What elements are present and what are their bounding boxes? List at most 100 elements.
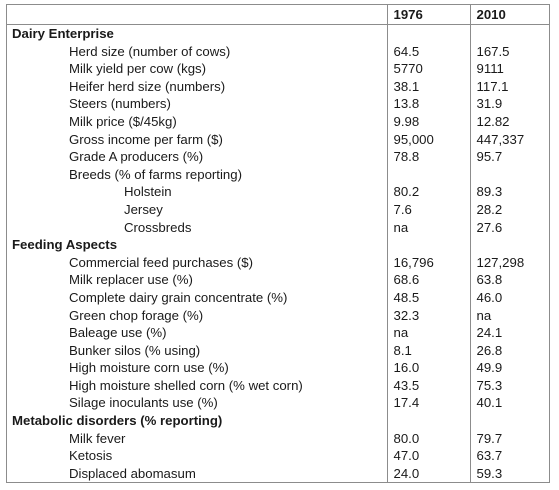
value-1976 (386, 24, 470, 43)
row-label: Ketosis (69, 448, 113, 464)
table-row: Herd size (number of cows) 64.5 167.5 (7, 42, 549, 61)
value-1976: 24.0 (386, 464, 470, 483)
row-label: Complete dairy grain concentrate (%) (69, 289, 288, 305)
row-label: Herd size (number of cows) (69, 43, 231, 59)
row-label: Milk price ($/45kg) (69, 113, 177, 129)
value-1976: 32.3 (386, 306, 470, 325)
value-1976: 17.4 (386, 394, 470, 413)
value-2010: 127,298 (469, 253, 549, 272)
row-label: Milk fever (69, 430, 126, 446)
row-label: Holstein (124, 184, 172, 200)
table-row: Holstein 80.2 89.3 (7, 183, 549, 201)
value-2010 (469, 236, 549, 254)
table-row: High moisture corn use (%) 16.0 49.9 (7, 359, 549, 377)
row-label: Displaced abomasum (69, 465, 196, 481)
section-row: Metabolic disorders (% reporting) (7, 412, 549, 430)
value-2010: 28.2 (469, 200, 549, 219)
value-2010: 79.7 (469, 429, 549, 448)
value-1976: 7.6 (386, 200, 470, 219)
section-heading: Dairy Enterprise (12, 26, 114, 41)
row-label: Silage inoculants use (%) (69, 395, 218, 411)
table-row: Green chop forage (%) 32.3 na (7, 306, 549, 325)
value-2010 (469, 412, 549, 430)
table-row: Heifer herd size (numbers) 38.1 117.1 (7, 77, 549, 96)
section-row: Feeding Aspects (7, 236, 549, 254)
table-row: Silage inoculants use (%) 17.4 40.1 (7, 394, 549, 413)
table-row: Gross income per farm ($) 95,000 447,337 (7, 130, 549, 149)
row-label: High moisture corn use (%) (69, 360, 229, 376)
row-label: Green chop forage (%) (69, 307, 204, 323)
table-row: Displaced abomasum 24.0 59.3 (7, 464, 549, 483)
table-row: Crossbreds na 27.6 (7, 218, 549, 237)
value-2010 (469, 24, 549, 43)
row-label: Crossbreds (124, 219, 192, 235)
value-2010: 59.3 (469, 464, 549, 483)
table-row: Ketosis 47.0 63.7 (7, 447, 549, 465)
value-1976: na (386, 218, 470, 237)
value-1976: 78.8 (386, 148, 470, 166)
row-label: Steers (numbers) (69, 96, 171, 112)
header-row: 1976 2010 (7, 5, 549, 25)
row-label: Milk yield per cow (kgs) (69, 61, 207, 77)
value-2010: 75.3 (469, 376, 549, 395)
value-2010: 46.0 (469, 288, 549, 307)
value-1976: 13.8 (386, 95, 470, 113)
value-1976: 43.5 (386, 376, 470, 395)
table-row: Grade A producers (%) 78.8 95.7 (7, 148, 549, 166)
value-2010: 12.82 (469, 112, 549, 131)
table-row: Milk price ($/45kg) 9.98 12.82 (7, 112, 549, 131)
table-row: High moisture shelled corn (% wet corn) 4… (7, 376, 549, 395)
value-2010: 26.8 (469, 341, 549, 360)
row-label: High moisture shelled corn (% wet corn) (69, 377, 303, 393)
table-row: Breeds (% of farms reporting) (7, 165, 549, 184)
value-2010: 63.7 (469, 447, 549, 465)
value-2010: 89.3 (469, 183, 549, 201)
value-1976: 80.2 (386, 183, 470, 201)
value-1976: 16.0 (386, 359, 470, 377)
value-2010 (469, 165, 549, 184)
value-2010: 24.1 (469, 324, 549, 342)
value-1976 (386, 165, 470, 184)
data-table-frame: 1976 2010 Dairy Enterprise Herd size (num… (6, 4, 550, 483)
row-label: Gross income per farm ($) (69, 131, 223, 147)
data-table: 1976 2010 Dairy Enterprise Herd size (num… (7, 5, 549, 483)
value-2010: 117.1 (469, 77, 549, 96)
row-label: Heifer herd size (numbers) (69, 78, 226, 94)
table-row: Milk fever 80.0 79.7 (7, 429, 549, 448)
table-body: 1976 2010 Dairy Enterprise Herd size (num… (7, 5, 549, 483)
value-2010: 9111 (469, 60, 549, 78)
table-row: Baleage use (%) na 24.1 (7, 324, 549, 342)
table-row: Complete dairy grain concentrate (%) 48.5… (7, 288, 549, 307)
value-1976: 9.98 (386, 112, 470, 131)
value-2010: 63.8 (469, 271, 549, 289)
table-row: Steers (numbers) 13.8 31.9 (7, 95, 549, 113)
value-2010: 447,337 (469, 130, 549, 149)
value-1976: 47.0 (386, 447, 470, 465)
row-label: Bunker silos (% using) (69, 342, 201, 358)
value-1976 (386, 236, 470, 254)
value-1976: na (386, 324, 470, 342)
row-label: Commercial feed purchases ($) (69, 254, 253, 270)
row-label: Baleage use (%) (69, 325, 167, 341)
header-label-cell (7, 5, 387, 25)
value-2010: 40.1 (469, 394, 549, 413)
value-2010: 31.9 (469, 95, 549, 113)
value-1976: 38.1 (386, 77, 470, 96)
table-row: Jersey 7.6 28.2 (7, 200, 549, 219)
value-1976: 80.0 (386, 429, 470, 448)
value-1976: 16,796 (386, 253, 470, 272)
value-2010: 167.5 (469, 42, 549, 61)
value-2010: 95.7 (469, 148, 549, 166)
value-1976: 48.5 (386, 288, 470, 307)
value-1976: 64.5 (386, 42, 470, 61)
value-2010: 49.9 (469, 359, 549, 377)
row-label: Jersey (124, 201, 163, 217)
column-header-2010: 2010 (469, 5, 549, 25)
value-2010: na (469, 306, 549, 325)
section-row: Dairy Enterprise (7, 24, 549, 43)
value-1976: 5770 (386, 60, 470, 78)
table-row: Milk replacer use (%) 68.6 63.8 (7, 271, 549, 289)
row-label: Breeds (% of farms reporting) (69, 166, 242, 182)
value-1976: 68.6 (386, 271, 470, 289)
value-1976: 95,000 (386, 130, 470, 149)
